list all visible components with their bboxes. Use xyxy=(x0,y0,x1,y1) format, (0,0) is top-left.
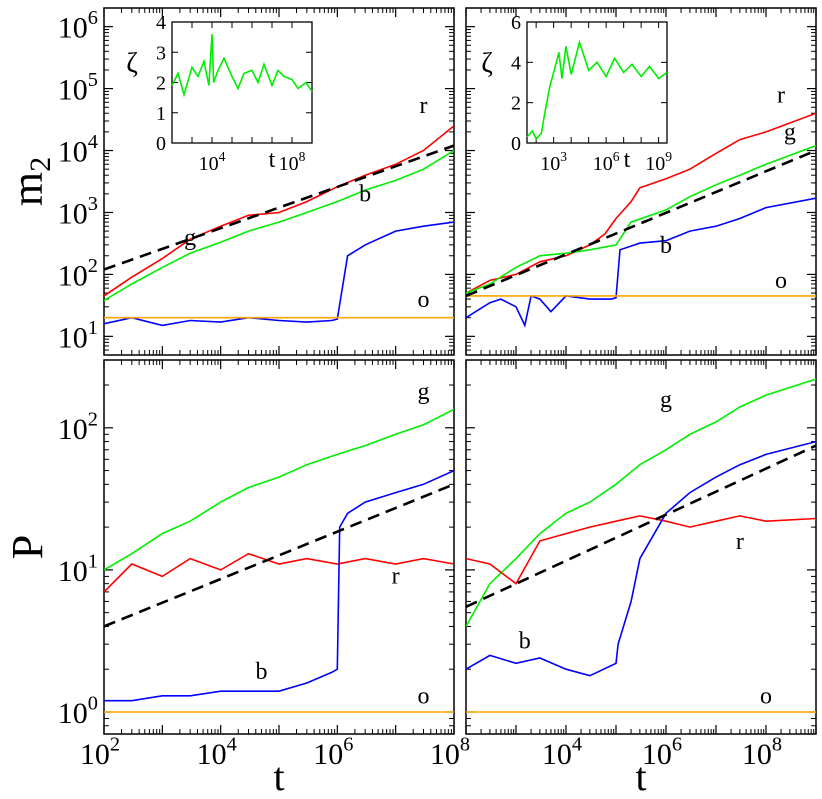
series-label-g: g xyxy=(784,120,796,146)
inset-frame xyxy=(171,21,313,144)
series-label-o: o xyxy=(775,268,787,294)
series-g-line xyxy=(104,149,454,302)
y-tick-label: 102 xyxy=(58,255,98,293)
y-tick-label: 105 xyxy=(58,69,98,107)
series-label-b: b xyxy=(255,659,267,685)
inset-x-tick-label: 103 xyxy=(540,149,567,175)
inset-x-tick-label: 108 xyxy=(279,149,306,175)
panel-top-right: rg b o 0 2 4 6 103 106 109 ζ t xyxy=(465,7,817,356)
inset-x-tick-label: 104 xyxy=(199,149,226,175)
panel-bottom-left: 100 101 102 102 104 106 108 Pt g r b o xyxy=(3,359,470,799)
series-b-line xyxy=(466,197,816,328)
plot-frame xyxy=(465,7,817,356)
plot-frame xyxy=(103,359,455,735)
inset-x-tick-label: 109 xyxy=(645,149,672,175)
reference-dashed-line xyxy=(466,444,816,608)
series-label-g: g xyxy=(660,387,672,413)
panel-top-left: 101 102 103 104 105 106 m2 r g b o 0 1 2 3 4 104 108 ζ t xyxy=(3,7,455,356)
inset-x-axis-label: t xyxy=(624,147,631,173)
inset-y-tick-label: 0 xyxy=(511,133,521,155)
reference-dashed-line xyxy=(104,144,454,271)
series-g-line xyxy=(104,408,454,571)
x-tick-label: 104 xyxy=(197,734,237,772)
inset-y-tick-label: 2 xyxy=(156,73,166,95)
inset-frame xyxy=(526,21,668,144)
series-b-line xyxy=(104,469,454,702)
inset-x-axis-label: t xyxy=(269,147,276,173)
y-tick-label: 103 xyxy=(58,193,98,231)
inset-x-tick-label: 106 xyxy=(593,149,620,175)
series-label-b: b xyxy=(660,233,672,259)
x-tick-label: 102 xyxy=(80,734,120,772)
inset-y-tick-label: 0 xyxy=(156,133,166,155)
series-label-r: r xyxy=(777,82,785,108)
reference-dashed-line xyxy=(104,483,454,628)
y-tick-label: 104 xyxy=(58,131,98,169)
inset-top-left: 0 1 2 3 4 104 108 ζ t xyxy=(126,12,313,175)
plot-frame xyxy=(465,359,817,735)
series-label-r: r xyxy=(392,564,400,590)
inset-y-tick-label: 4 xyxy=(156,12,166,34)
y-axis-label: m2 xyxy=(3,157,57,206)
inset-zeta-line xyxy=(526,39,668,141)
panel-bottom-right: 104 106 108 t g r b o xyxy=(465,359,817,799)
y-tick-label: 101 xyxy=(58,317,98,355)
series-r-line xyxy=(104,125,454,297)
series-label-r: r xyxy=(736,529,744,555)
series-b-line xyxy=(466,440,816,677)
x-tick-label: 106 xyxy=(642,734,682,772)
series-label-b: b xyxy=(519,628,531,654)
series-label-g: g xyxy=(184,225,196,251)
x-tick-label: 106 xyxy=(313,734,353,772)
inset-y-axis-label: ζ xyxy=(126,48,138,79)
reference-dashed-line xyxy=(466,149,816,298)
x-axis-label: t xyxy=(635,754,646,799)
series-b-line xyxy=(104,221,454,327)
inset-y-axis-label: ζ xyxy=(481,48,493,79)
series-label-b: b xyxy=(359,182,371,208)
series-label-g: g xyxy=(417,379,429,405)
series-r-line xyxy=(104,552,454,593)
inset-y-tick-label: 2 xyxy=(511,93,521,115)
y-tick-label: 106 xyxy=(58,7,98,45)
y-tick-label: 101 xyxy=(58,550,98,588)
series-r-line xyxy=(466,515,816,585)
inset-y-tick-label: 3 xyxy=(156,42,166,64)
inset-top-right: 0 2 4 6 103 106 109 ζ t xyxy=(481,12,672,175)
x-tick-label: 104 xyxy=(542,734,582,772)
x-tick-label: 108 xyxy=(742,734,782,772)
series-g-line xyxy=(466,144,816,294)
y-axis-label: P xyxy=(3,535,52,559)
inset-y-tick-label: 6 xyxy=(511,12,521,34)
series-label-o: o xyxy=(417,683,429,709)
x-axis-label: t xyxy=(273,754,284,799)
x-tick-label: 108 xyxy=(430,734,470,772)
series-label-o: o xyxy=(760,683,772,709)
y-tick-label: 100 xyxy=(58,692,98,730)
y-tick-label: 102 xyxy=(58,408,98,446)
series-label-r: r xyxy=(419,93,427,119)
inset-zeta-line xyxy=(171,34,313,98)
series-r-line xyxy=(466,112,816,294)
inset-y-tick-label: 4 xyxy=(511,52,521,74)
inset-y-tick-label: 1 xyxy=(156,103,166,125)
series-g-line xyxy=(466,378,816,627)
series-label-o: o xyxy=(417,287,429,313)
